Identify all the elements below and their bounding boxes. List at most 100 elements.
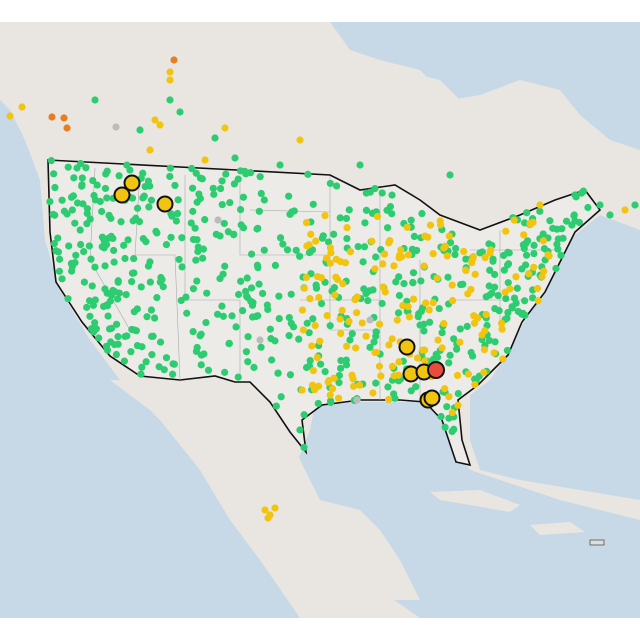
station-dot [358,319,366,327]
station-dot [120,357,129,365]
station-dot [478,248,486,256]
station-dot [142,358,150,366]
station-dot [275,314,283,323]
station-dot [427,361,445,379]
station-dot [137,283,145,291]
station-dot [58,275,66,283]
station-dot [83,220,91,228]
station-dot [110,258,118,266]
station-dot [397,246,405,254]
land [110,380,420,600]
station-dot [462,255,470,263]
station-dot [51,211,59,219]
station-dot [242,348,251,356]
station-dot [480,368,488,377]
station-dot [100,302,108,311]
station-dot [148,351,156,359]
station-dot [379,260,387,268]
station-dot [82,164,90,172]
station-dot [300,411,308,419]
station-dot [384,383,392,391]
station-dot [377,372,385,380]
station-dot [167,210,175,218]
ocean [0,22,300,618]
station-dot [263,301,271,309]
station-dot [378,189,386,197]
station-dot [55,255,64,263]
station-dot [480,345,489,354]
station-dot [513,284,521,292]
station-dot [440,320,448,328]
station-dot [201,156,209,164]
station-dot [247,169,255,177]
station-dot [311,321,319,330]
station-dot [212,230,220,238]
station-dot [128,194,137,202]
station-dot [394,371,403,379]
station-dot [83,303,91,311]
station-dot [127,348,135,356]
station-dot [101,184,110,193]
station-dot [544,251,552,259]
station-dot [361,219,369,227]
station-dot [333,182,341,190]
station-dot [426,318,434,326]
station-dot [521,311,529,319]
station-dot [189,285,198,293]
station-dot [305,329,313,337]
station-dot [77,240,85,249]
station-dot [536,207,544,215]
station-dot [169,370,177,378]
station-dot [341,259,350,267]
station-dot [275,292,283,300]
station-dot [409,295,418,303]
station-dot [46,197,54,206]
station-dot [55,267,64,275]
station-dot [413,354,422,362]
station-dot [228,312,236,320]
station-dot [352,344,360,352]
station-dot [221,124,229,132]
station-dot [596,201,604,209]
station-dot [335,379,343,387]
station-dot [109,234,117,243]
station-dot [491,338,499,346]
station-dot [145,203,153,211]
station-dot [390,262,398,270]
station-dot [562,217,571,225]
station-dot [405,313,413,321]
station-dot [157,273,165,282]
station-dot [113,186,131,204]
station-dot [445,359,453,367]
station-dot [54,248,63,256]
station-dot [621,206,629,214]
station-dot [255,280,263,288]
station-dot [219,270,227,278]
station-dot [274,369,282,377]
station-dot [362,206,371,214]
station-dot [117,218,125,226]
station-dot [309,200,317,208]
us-border [47,159,602,467]
station-dot [353,396,361,404]
station-dot [525,270,533,278]
station-dot [530,241,538,249]
station-dot [424,233,432,241]
ocean [470,215,640,500]
station-dot [570,211,578,219]
station-dot [292,246,300,254]
station-dot [189,235,198,244]
station-dot [211,134,219,142]
station-dot [485,336,493,345]
station-dot [64,163,72,171]
station-dot [353,309,361,317]
station-dot [260,196,268,204]
station-dot [144,177,152,185]
station-dot [489,257,497,265]
station-dot [436,221,445,229]
station-dot [202,318,210,327]
station-dot [331,291,339,299]
station-dot [337,356,345,365]
station-dot [326,391,334,399]
station-dot [299,326,307,334]
